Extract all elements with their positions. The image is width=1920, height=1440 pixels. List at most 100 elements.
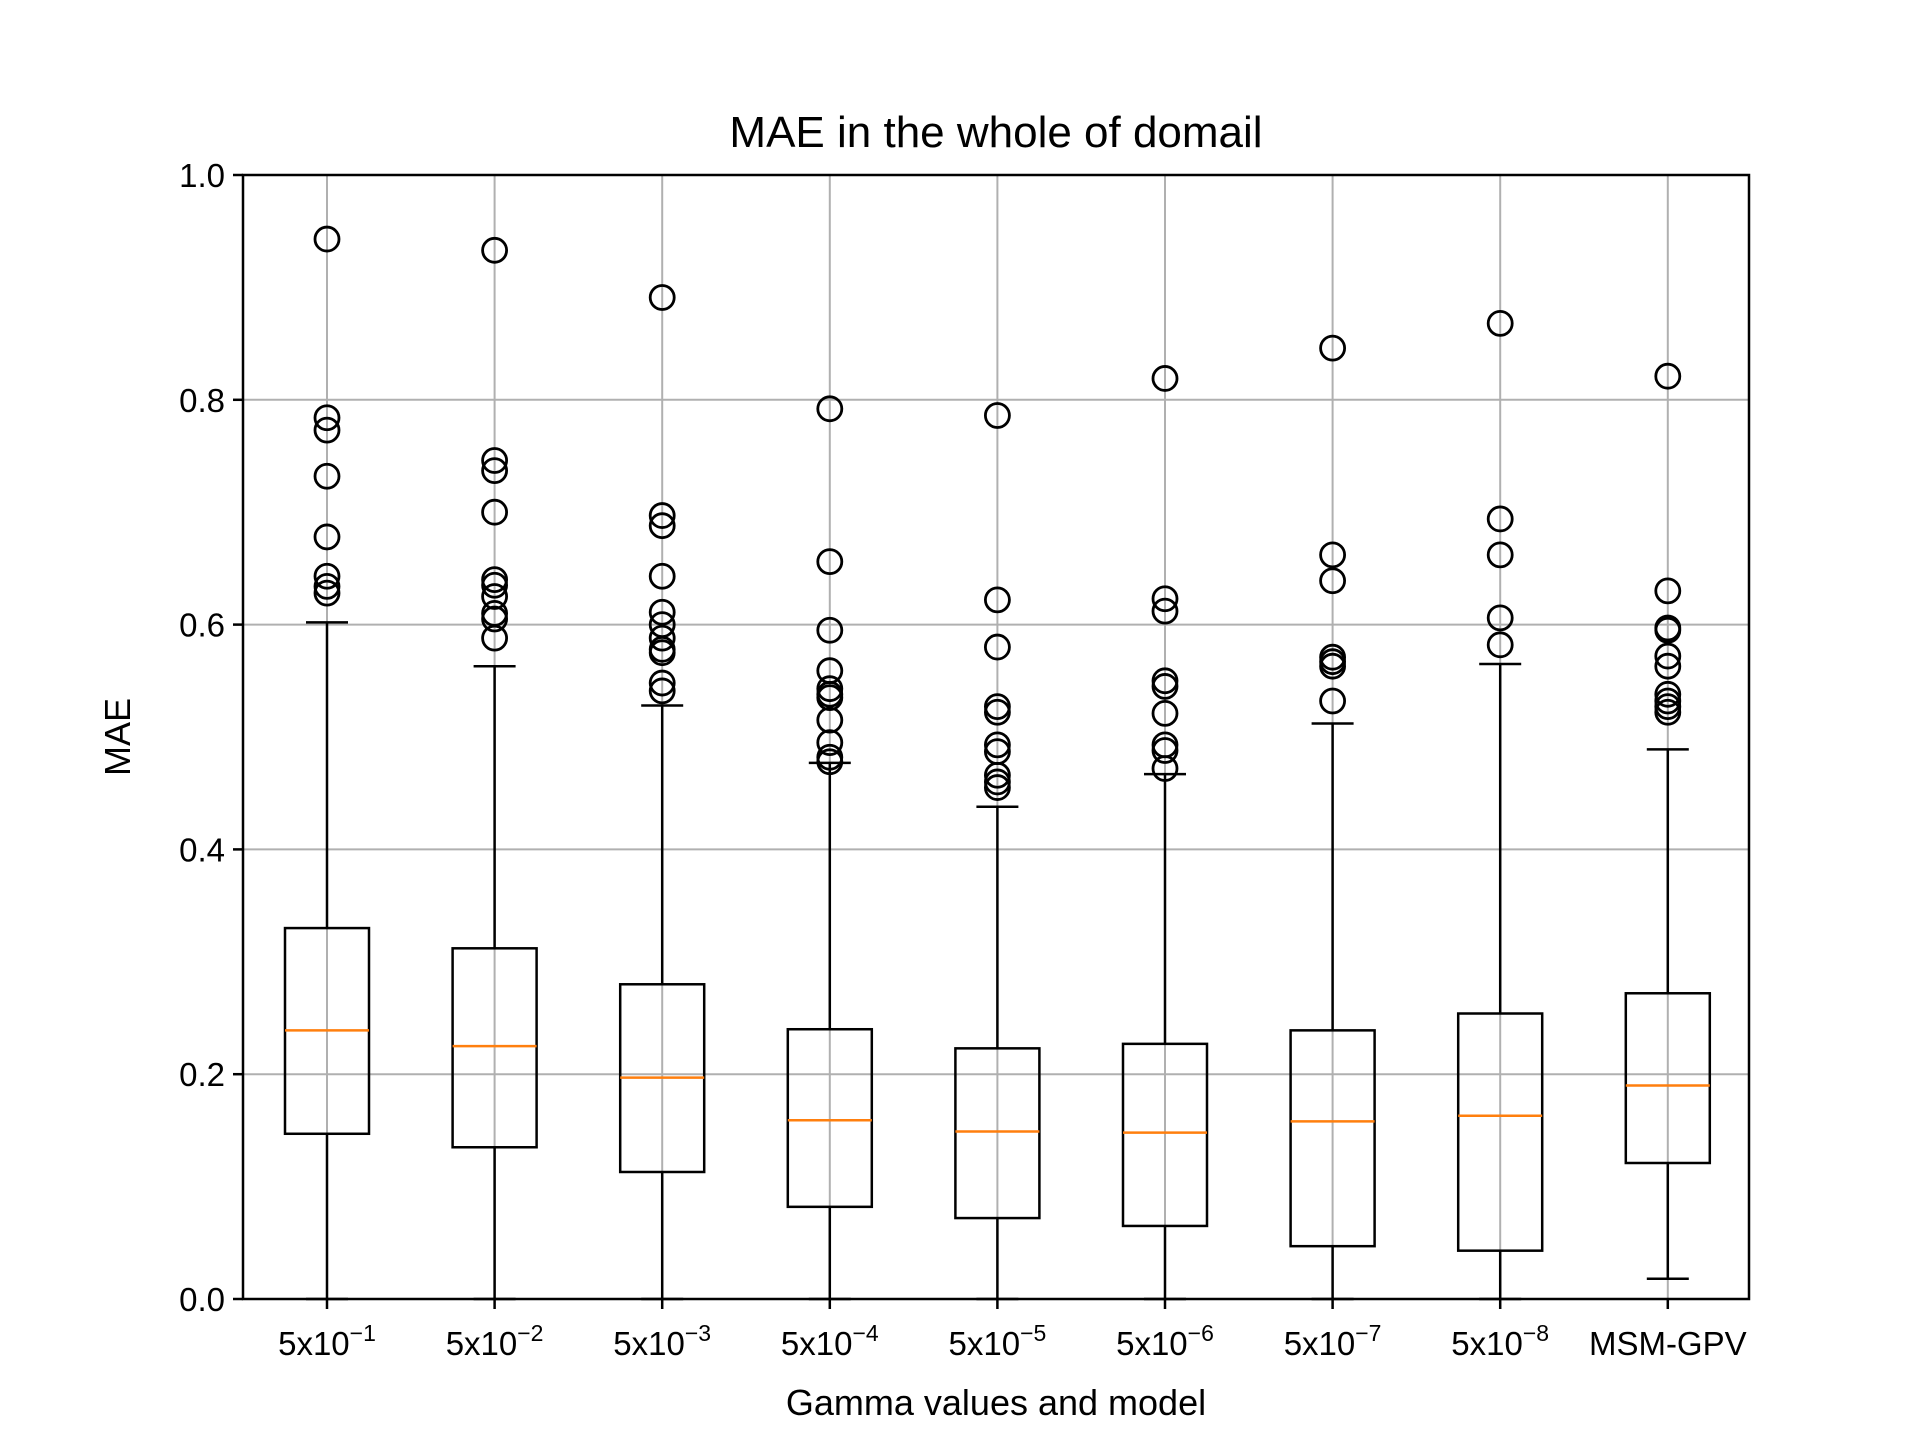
outlier-point: [313, 462, 341, 490]
outlier-point: [648, 598, 676, 626]
outlier-point: [1654, 362, 1682, 390]
x-tick-label-exponent: −3: [685, 1320, 711, 1346]
outlier-point: [648, 562, 676, 590]
outlier-point: [1151, 365, 1179, 392]
outlier-point: [313, 523, 341, 551]
x-tick-label-base: 5x10: [781, 1325, 853, 1362]
y-axis-title: MAE: [97, 698, 138, 776]
x-tick-label: 5x10−5: [949, 1320, 1047, 1362]
outlier-point: [816, 729, 844, 757]
outlier-point: [481, 571, 509, 599]
outlier-point: [1319, 567, 1346, 595]
outlier-point: [1654, 698, 1682, 726]
x-tick-label-exponent: −8: [1523, 1320, 1549, 1346]
outlier-point: [1151, 699, 1179, 727]
outlier-point: [984, 633, 1011, 661]
outlier-point: [313, 225, 341, 253]
x-tick-label-base: 5x10: [278, 1325, 350, 1362]
box-2: [451, 236, 538, 1301]
x-tick-label: MSM-GPV: [1589, 1325, 1747, 1362]
outlier-point: [481, 236, 509, 264]
x-tick-label-base: MSM-GPV: [1589, 1325, 1747, 1362]
outlier-point: [1151, 585, 1179, 613]
outlier-point: [648, 502, 676, 529]
x-tick-label-base: 5x10: [446, 1325, 518, 1362]
outlier-point: [816, 706, 844, 734]
x-tick-label-exponent: −7: [1355, 1320, 1381, 1346]
x-tick-label: 5x10−8: [1451, 1320, 1549, 1362]
outlier-point: [1151, 597, 1179, 625]
outlier-point: [648, 624, 676, 652]
chart-title: MAE in the whole of domail: [729, 108, 1262, 157]
y-tick-label: 1.0: [179, 157, 225, 194]
box-8: [1456, 309, 1544, 1301]
outlier-point: [984, 586, 1011, 614]
iqr-box: [954, 1047, 1041, 1220]
outlier-point: [1654, 652, 1682, 680]
x-tick-label-exponent: −2: [517, 1320, 543, 1346]
outlier-point: [1486, 604, 1514, 632]
outlier-point: [1319, 541, 1346, 569]
x-tick-label: 5x10−2: [446, 1320, 544, 1362]
y-tick-label: 0.4: [179, 831, 225, 868]
outlier-point: [648, 512, 676, 540]
outlier-point: [1319, 334, 1346, 362]
outlier-point: [816, 548, 844, 576]
outlier-point: [648, 639, 676, 667]
outlier-point: [313, 404, 341, 432]
outlier-point: [1486, 505, 1514, 533]
outlier-point: [1151, 737, 1179, 764]
outlier-point: [648, 677, 676, 705]
outlier-point: [984, 774, 1011, 801]
box-9: [1624, 362, 1712, 1281]
outlier-point: [481, 624, 509, 652]
y-tick-label: 0.6: [179, 607, 225, 644]
x-tick-label-base: 5x10: [949, 1325, 1021, 1362]
outlier-point: [481, 457, 509, 485]
outlier-point: [1151, 673, 1179, 700]
x-tick-label-exponent: −6: [1188, 1320, 1214, 1346]
y-tick-label: 0.8: [179, 382, 225, 419]
outlier-point: [648, 284, 676, 311]
outlier-point: [648, 669, 676, 697]
y-tick-label: 0.0: [179, 1281, 225, 1318]
outlier-point: [1486, 631, 1514, 659]
outlier-point: [313, 572, 341, 600]
x-tick-label: 5x10−3: [613, 1320, 711, 1362]
box-4: [786, 395, 874, 1301]
outlier-point: [481, 583, 509, 610]
outlier-point: [1654, 577, 1682, 605]
outlier-point: [1654, 680, 1682, 708]
outlier-point: [481, 605, 509, 633]
x-tick-label-base: 5x10: [1284, 1325, 1356, 1362]
box-6: [1121, 365, 1209, 1301]
iqr-box: [1456, 1012, 1544, 1252]
outlier-point: [984, 402, 1011, 429]
outlier-point: [481, 447, 509, 474]
box-3: [618, 284, 706, 1301]
y-tick-label: 0.2: [179, 1056, 225, 1093]
x-tick-label: 5x10−1: [278, 1320, 376, 1362]
iqr-box: [1624, 992, 1712, 1165]
iqr-box: [1121, 1042, 1209, 1228]
x-tick-label-exponent: −5: [1020, 1320, 1046, 1346]
x-tick-label: 5x10−7: [1284, 1320, 1382, 1362]
outlier-point: [1486, 541, 1514, 569]
x-tick-label-exponent: −1: [350, 1320, 376, 1346]
iqr-box: [1289, 1029, 1376, 1248]
outlier-point: [1654, 616, 1682, 644]
x-tick-label-base: 5x10: [1451, 1325, 1523, 1362]
outlier-point: [313, 562, 341, 590]
x-tick-label-exponent: −4: [852, 1320, 878, 1346]
x-axis-title: Gamma values and model: [786, 1382, 1206, 1423]
outlier-point: [816, 616, 844, 644]
outlier-point: [313, 579, 341, 607]
outlier-point: [1151, 755, 1179, 782]
box-5: [954, 402, 1041, 1301]
outlier-point: [984, 731, 1011, 759]
outlier-point: [1319, 687, 1346, 715]
iqr-box: [786, 1027, 874, 1209]
outlier-point: [816, 748, 844, 776]
